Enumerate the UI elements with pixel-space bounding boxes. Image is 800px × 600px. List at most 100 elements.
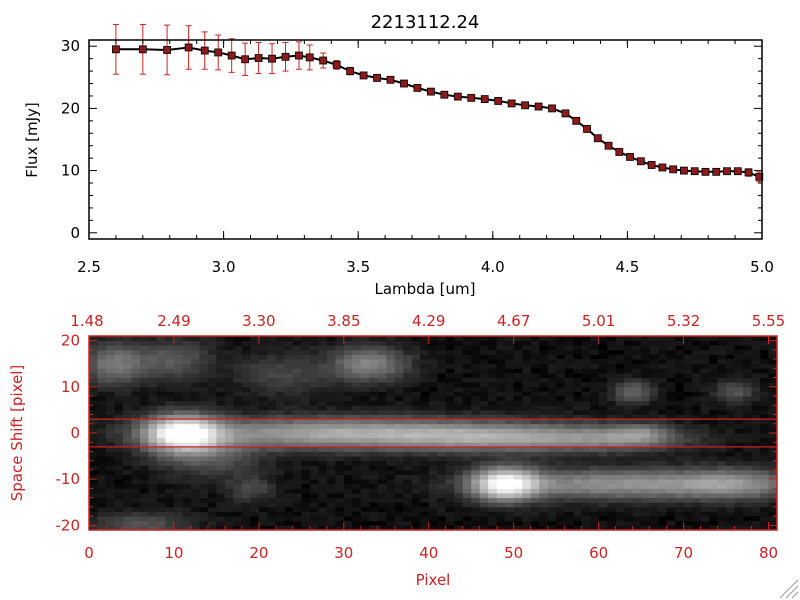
heatmap-cell xyxy=(598,396,608,402)
heatmap-cell xyxy=(760,516,769,522)
heatmap-cell xyxy=(190,456,200,462)
heatmap-cell xyxy=(326,368,336,374)
heatmap-cell xyxy=(352,428,362,434)
heatmap-cell xyxy=(122,493,132,499)
heatmap-cell xyxy=(258,516,268,522)
heatmap-cell xyxy=(207,386,217,392)
heatmap-cell xyxy=(496,493,506,499)
heatmap-cell xyxy=(267,502,277,508)
heatmap-cell xyxy=(394,382,404,388)
heatmap-cell xyxy=(624,396,633,402)
heatmap-cell xyxy=(539,506,549,512)
heatmap-cell xyxy=(343,423,353,429)
heatmap-cell xyxy=(632,433,642,439)
heatmap-cell xyxy=(377,502,387,508)
heatmap-cell xyxy=(309,451,319,457)
heatmap-cell xyxy=(624,377,633,383)
heatmap-cell xyxy=(258,442,268,448)
heatmap-cell xyxy=(139,437,149,443)
heatmap-cell xyxy=(139,368,149,374)
heatmap-cell xyxy=(233,506,243,512)
heatmap-cell xyxy=(445,414,455,420)
heatmap-cell xyxy=(148,506,158,512)
heatmap-cell xyxy=(522,396,532,402)
heatmap-cell xyxy=(700,483,710,489)
heatmap-cell xyxy=(564,414,574,420)
heatmap-cell xyxy=(573,349,583,355)
heatmap-cell xyxy=(343,340,353,346)
heatmap-cell xyxy=(471,396,481,402)
heatmap-cell xyxy=(437,354,447,360)
heatmap-cell xyxy=(717,423,727,429)
heatmap-cell xyxy=(318,483,328,489)
heatmap-cell xyxy=(454,363,464,369)
heatmap-cell xyxy=(89,474,98,480)
heatmap-cell xyxy=(539,502,549,508)
heatmap-cell xyxy=(547,460,557,466)
heatmap-cell xyxy=(173,377,183,383)
heatmap-cell xyxy=(360,386,370,392)
heatmap-cell xyxy=(173,506,183,512)
heatmap-cell xyxy=(615,354,625,360)
heatmap-cell xyxy=(275,345,285,351)
heatmap-cell xyxy=(403,359,413,365)
heatmap-cell xyxy=(624,465,633,471)
heatmap-cell xyxy=(666,474,676,480)
heatmap-cell xyxy=(751,465,761,471)
heatmap-cell xyxy=(131,409,141,415)
heatmap-cell xyxy=(743,409,752,415)
heatmap-cell xyxy=(156,520,166,526)
heatmap-cell xyxy=(539,391,549,397)
heatmap-cell xyxy=(173,386,183,392)
heatmap-cell xyxy=(547,511,557,517)
heatmap-cell xyxy=(454,474,464,480)
heatmap-cell xyxy=(301,423,311,429)
heatmap-cell xyxy=(250,423,260,429)
heatmap-cell xyxy=(420,409,430,415)
heatmap-cell xyxy=(275,382,285,388)
heatmap-cell xyxy=(573,456,583,462)
heatmap-cell xyxy=(428,400,438,406)
heatmap-cell xyxy=(284,428,294,434)
heatmap-cell xyxy=(173,336,183,342)
heatmap-cell xyxy=(615,488,625,494)
heatmap-cell xyxy=(267,446,277,452)
heatmap-cell xyxy=(284,479,294,485)
heatmap-cell xyxy=(700,442,710,448)
heatmap-cell xyxy=(343,469,353,475)
heatmap-cell xyxy=(666,409,676,415)
heatmap-cell xyxy=(292,368,302,374)
resize-grip-icon[interactable] xyxy=(779,579,799,599)
heatmap-cell xyxy=(505,479,515,485)
heatmap-cell xyxy=(666,456,676,462)
heatmap-cell xyxy=(182,396,192,402)
heatmap-cell xyxy=(411,451,421,457)
heatmap-cell xyxy=(267,377,277,383)
heatmap-cell xyxy=(445,502,455,508)
heatmap-cell xyxy=(207,396,217,402)
heatmap-cell xyxy=(173,442,183,448)
heatmap-cell xyxy=(139,419,149,425)
heatmap-cell xyxy=(292,428,302,434)
heatmap-cell xyxy=(675,349,684,355)
heatmap-cell xyxy=(275,502,285,508)
heatmap-cell xyxy=(394,433,404,439)
heatmap-cell xyxy=(224,368,234,374)
heatmap-cell xyxy=(743,465,752,471)
heatmap-cell xyxy=(768,506,778,512)
heatmap-cell xyxy=(343,419,353,425)
heatmap-cell xyxy=(471,511,481,517)
heatmap-cell xyxy=(250,336,260,342)
heatmap-cell xyxy=(233,386,243,392)
heatmap-cell xyxy=(615,442,625,448)
heatmap-cell xyxy=(369,428,379,434)
heatmap-cell xyxy=(522,354,532,360)
heatmap-cell xyxy=(717,520,727,526)
heatmap-cell xyxy=(335,423,345,429)
heatmap-cell xyxy=(573,368,583,374)
heatmap-cell xyxy=(598,336,608,342)
heatmap-cell xyxy=(573,525,583,531)
heatmap-cell xyxy=(377,414,387,420)
heatmap-cell xyxy=(522,497,532,503)
heatmap-cell xyxy=(360,460,370,466)
